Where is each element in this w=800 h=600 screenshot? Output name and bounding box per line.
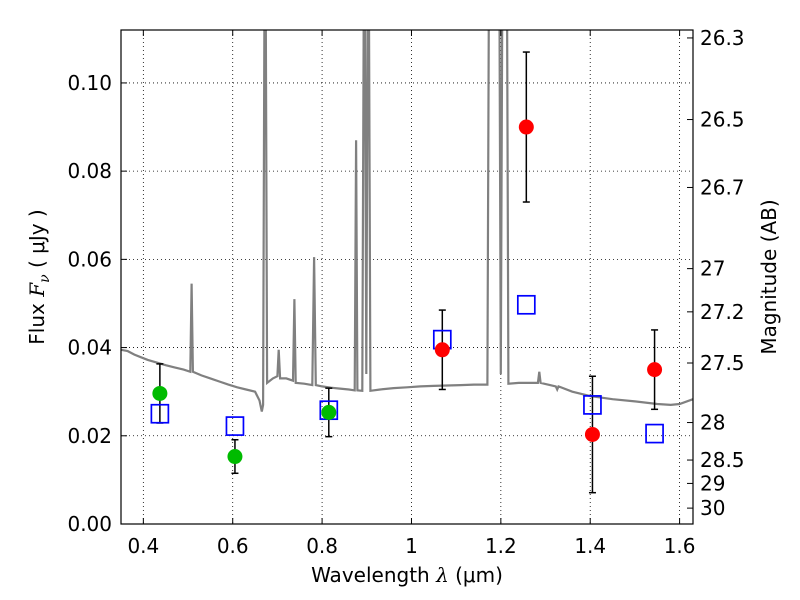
x-tick-label: 1.4 [574,534,606,558]
y-axis-label-subscript: ν [37,274,53,283]
detections-point [647,362,663,378]
x-axis-label-prefix: Wavelength [311,563,436,587]
marker-layer [150,119,664,465]
y2-tick-label: 26.7 [700,175,745,199]
measurements-green-point [152,385,168,401]
y-tick-label: 0.02 [67,424,112,448]
measurements-green-point [321,404,337,420]
x-tick-label: 0.8 [306,534,338,558]
y2-tick-label: 28 [700,411,725,435]
model-photometry-square [645,423,664,444]
detections-point [584,426,600,442]
y-axis-label-symbol: F [25,282,49,298]
spectrum-layer [121,30,693,412]
plot-frame [120,29,694,525]
y2-axis-label: Magnitude (AB) [757,199,781,354]
x-axis-label-unit: (μm) [449,563,503,587]
x-tick-label: 1 [405,534,418,558]
detections-point [434,342,450,358]
x-axis-label-symbol: λ [435,563,449,587]
y2-tick-label: 27.2 [700,300,745,324]
y2-tick-label: 27 [700,257,725,281]
y2-tick-label: 26.5 [700,108,745,132]
y-tick-label: 0.04 [67,336,112,360]
y-tick-label: 0.08 [67,159,112,183]
y-axis-label-prefix: Flux [25,297,49,345]
detections-point [518,119,534,135]
y2-tick-label: 26.3 [700,26,745,50]
tick-layer: 0.4 0.6 0.8 1 1.2 1.4 1.6 0.00 0.02 0.04 0.06 0.08 0… [67,26,744,558]
y-tick-label: 0.10 [67,71,112,95]
x-tick-label: 0.4 [127,534,159,558]
x-tick-label: 1.6 [664,534,696,558]
grid [121,30,693,524]
spectrum-line [121,30,693,412]
model-photometry-square [225,416,245,436]
model-photometry-square [516,294,536,315]
y-axis-label-unit: ( μJy ) [25,209,49,274]
model-photometry-square [583,395,602,415]
y-axis-label: Flux Fν ( μJy ) [25,209,53,344]
x-tick-label: 0.6 [217,534,249,558]
y2-tick-label: 29 [700,471,725,495]
y-tick-label: 0.06 [67,247,112,271]
measurements-green-point [227,449,243,465]
y2-tick-label: 27.5 [700,351,745,375]
y-tick-label: 0.00 [67,512,112,536]
y2-tick-label: 30 [700,496,725,520]
x-tick-label: 1.2 [485,534,517,558]
x-axis-label: Wavelength λ (μm) [311,563,503,587]
model-photometry-square [150,403,170,424]
y2-tick-label: 28.5 [700,448,745,472]
